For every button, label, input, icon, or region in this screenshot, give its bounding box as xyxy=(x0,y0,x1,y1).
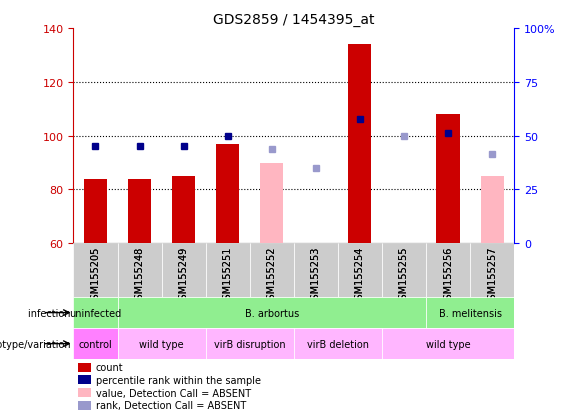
Text: rank, Detection Call = ABSENT: rank, Detection Call = ABSENT xyxy=(95,401,246,411)
Text: virB disruption: virB disruption xyxy=(214,339,285,349)
Text: virB deletion: virB deletion xyxy=(307,339,369,349)
Text: GSM155248: GSM155248 xyxy=(134,246,145,306)
Bar xyxy=(118,328,206,359)
Text: GSM155249: GSM155249 xyxy=(179,246,189,306)
Bar xyxy=(216,144,239,244)
Text: GSM155254: GSM155254 xyxy=(355,246,365,306)
Text: wild type: wild type xyxy=(426,339,470,349)
Text: GSM155257: GSM155257 xyxy=(487,246,497,306)
Text: GSM155255: GSM155255 xyxy=(399,246,409,306)
Bar xyxy=(118,297,426,328)
Bar xyxy=(84,179,107,244)
Bar xyxy=(481,177,503,244)
FancyBboxPatch shape xyxy=(162,244,206,297)
Text: GSM155205: GSM155205 xyxy=(90,246,101,306)
Bar xyxy=(437,115,459,244)
Text: GSM155251: GSM155251 xyxy=(223,246,233,306)
Bar xyxy=(79,401,90,410)
Text: infection: infection xyxy=(28,308,73,318)
Text: B. melitensis: B. melitensis xyxy=(438,308,502,318)
Text: GSM155252: GSM155252 xyxy=(267,246,277,306)
Title: GDS2859 / 1454395_at: GDS2859 / 1454395_at xyxy=(213,12,375,26)
Text: GSM155252: GSM155252 xyxy=(267,246,277,306)
Text: GSM155253: GSM155253 xyxy=(311,246,321,306)
Text: GSM155253: GSM155253 xyxy=(311,246,321,306)
FancyBboxPatch shape xyxy=(118,244,162,297)
FancyBboxPatch shape xyxy=(338,244,382,297)
Bar xyxy=(206,328,294,359)
Bar xyxy=(294,328,382,359)
FancyBboxPatch shape xyxy=(206,244,250,297)
Bar xyxy=(172,177,195,244)
Text: count: count xyxy=(95,362,123,373)
Text: GSM155251: GSM155251 xyxy=(223,246,233,306)
FancyBboxPatch shape xyxy=(382,244,426,297)
Bar xyxy=(73,328,118,359)
Bar xyxy=(128,179,151,244)
Bar xyxy=(79,388,90,397)
Bar xyxy=(260,163,283,244)
Text: genotype/variation: genotype/variation xyxy=(0,339,73,349)
Text: GSM155256: GSM155256 xyxy=(443,246,453,306)
Text: GSM155249: GSM155249 xyxy=(179,246,189,306)
FancyBboxPatch shape xyxy=(73,244,118,297)
Text: GSM155256: GSM155256 xyxy=(443,246,453,306)
FancyBboxPatch shape xyxy=(426,244,470,297)
Bar xyxy=(382,328,514,359)
Bar xyxy=(349,45,371,244)
Text: control: control xyxy=(79,339,112,349)
Text: GSM155248: GSM155248 xyxy=(134,246,145,306)
Bar xyxy=(426,297,514,328)
Text: GSM155205: GSM155205 xyxy=(90,246,101,306)
Bar xyxy=(79,375,90,384)
FancyBboxPatch shape xyxy=(250,244,294,297)
Text: value, Detection Call = ABSENT: value, Detection Call = ABSENT xyxy=(95,388,251,398)
Text: percentile rank within the sample: percentile rank within the sample xyxy=(95,375,260,385)
Bar xyxy=(79,363,90,372)
Text: GSM155257: GSM155257 xyxy=(487,246,497,306)
Text: B. arbortus: B. arbortus xyxy=(245,308,299,318)
Text: GSM155255: GSM155255 xyxy=(399,246,409,306)
Text: GSM155254: GSM155254 xyxy=(355,246,365,306)
Text: wild type: wild type xyxy=(140,339,184,349)
Bar xyxy=(73,297,118,328)
Text: uninfected: uninfected xyxy=(69,308,121,318)
FancyBboxPatch shape xyxy=(294,244,338,297)
FancyBboxPatch shape xyxy=(470,244,514,297)
